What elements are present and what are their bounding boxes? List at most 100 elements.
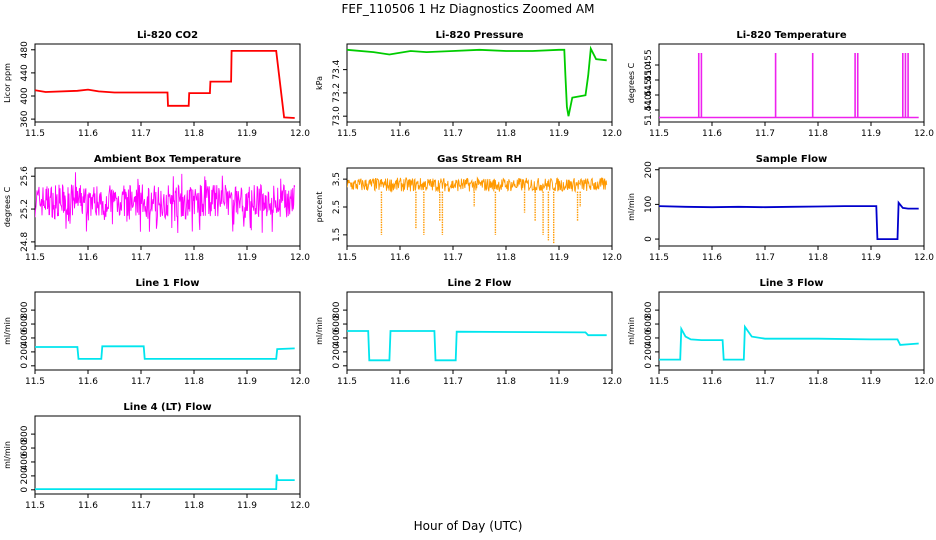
x-tick-label: 11.6 [78,377,98,387]
y-tick-label: 200 [644,343,654,360]
panel-title: Li-820 Pressure [435,30,523,41]
panel-title: Line 2 Flow [448,278,512,289]
y-tick-label: 0 [644,236,654,242]
y-tick-label: 400 [20,329,30,346]
y-tick-label: 400 [20,87,30,104]
plot-frame [658,291,925,371]
y-tick-label: 800 [20,425,30,442]
x-tick-label: 11.5 [337,129,357,139]
y-tick-label: 51.455 [644,49,654,81]
x-tick-label: 11.6 [390,253,410,263]
series-group [347,330,607,362]
x-tick-label: 11.6 [702,129,722,139]
x-tick-label: 11.7 [131,129,151,139]
x-tick-label: 11.9 [861,377,881,387]
y-tick-label: 400 [20,453,30,470]
x-tick-label: 11.9 [549,377,569,387]
y-axis-label: ml/min [3,441,12,469]
x-tick-label: 11.8 [808,377,828,387]
y-tick-label: 600 [332,315,342,332]
x-tick-label: 11.5 [25,377,45,387]
x-tick-label: 11.6 [702,253,722,263]
panel-title: Gas Stream RH [437,154,522,165]
x-tick-label: 11.5 [649,253,669,263]
x-tick-label: 12.0 [914,253,934,263]
figure-title: FEF_110506 1 Hz Diagnostics Zoomed AM [341,2,594,16]
y-axis-label: degrees C [627,62,636,103]
x-tick-label: 11.5 [337,253,357,263]
y-axis-label: kPa [315,76,324,90]
panel-0: Li-820 CO2 Licor ppm 11.5 11.6 11.7 11.8 11.9 1… [3,30,310,139]
plot-frame [34,415,301,495]
y-tick-label: 0 [20,487,30,493]
x-tick-label: 11.7 [131,501,151,511]
series-group [35,474,295,491]
x-tick-label: 11.5 [649,377,669,387]
y-tick-label: 0 [332,363,342,369]
x-tick-label: 12.0 [290,129,310,139]
x-tick-label: 11.7 [131,377,151,387]
panel-title: Ambient Box Temperature [94,154,241,165]
x-tick-label: 11.6 [78,129,98,139]
y-tick-label: 51.440 [644,94,654,126]
series-group [659,53,919,119]
y-tick-label: 3.5 [332,172,342,186]
plot-frame [658,43,925,123]
y-tick-label: 800 [20,301,30,318]
x-tick-label: 11.5 [25,253,45,263]
x-tick-label: 11.8 [496,129,516,139]
series-group [659,324,919,361]
series-group [347,45,607,117]
x-tick-label: 11.7 [755,377,775,387]
x-tick-label: 11.7 [755,253,775,263]
x-tick-label: 11.9 [237,377,257,387]
series-group [35,172,296,234]
y-tick-label: 360 [20,110,30,127]
series-group [659,200,919,241]
x-tick-label: 11.9 [549,253,569,263]
series-line [659,200,919,241]
x-tick-label: 12.0 [602,253,622,263]
y-tick-label: 100 [644,196,654,213]
series-line [35,474,295,491]
x-tick-label: 11.9 [237,501,257,511]
x-tick-label: 11.8 [808,253,828,263]
y-tick-label: 0 [20,363,30,369]
x-tick-label: 11.7 [131,253,151,263]
y-axis-label: ml/min [627,193,636,221]
y-tick-label: 51.450 [644,64,654,96]
series-line [35,172,296,234]
panel-9: Line 4 (LT) Flow ml/min 11.5 11.6 11.7 11.8 11… [3,402,310,511]
y-tick-label: 600 [644,315,654,332]
panel-title: Sample Flow [756,154,828,165]
x-tick-label: 11.6 [78,253,98,263]
panel-title: Line 1 Flow [136,278,200,289]
panel-5: Sample Flow ml/min 11.5 11.6 11.7 11.8 11.9 12.… [627,154,934,263]
panel-6: Line 1 Flow ml/min 11.5 11.6 11.7 11.8 11.9 12.… [3,278,310,387]
panel-3: Ambient Box Temperature degrees C 11.5 11.6… [3,154,310,263]
y-tick-label: 600 [20,315,30,332]
y-tick-label: 73.0 [332,106,342,126]
y-tick-label: 73.2 [332,83,342,103]
x-tick-label: 11.8 [184,253,204,263]
y-tick-label: 400 [332,329,342,346]
series-line [35,345,295,360]
y-tick-label: 800 [332,301,342,318]
y-tick-label: 2.5 [332,200,342,214]
x-tick-label: 11.8 [808,129,828,139]
y-tick-label: 200 [20,343,30,360]
series-line [35,50,295,119]
panel-1: Li-820 Pressure kPa 11.5 11.6 11.7 11.8 11.9 12… [315,30,622,139]
y-tick-label: 1.5 [332,228,342,242]
y-tick-label: 25.2 [20,199,30,219]
series-group [35,50,295,119]
y-tick-label: 800 [644,301,654,318]
x-tick-label: 11.8 [184,501,204,511]
x-tick-label: 11.6 [390,377,410,387]
panel-4: Gas Stream RH percent 11.5 11.6 11.7 11.8 11.9… [315,154,622,263]
panel-title: Line 3 Flow [760,278,824,289]
x-tick-label: 11.9 [861,253,881,263]
plot-frame [34,43,301,123]
y-tick-label: 73.4 [332,59,342,79]
